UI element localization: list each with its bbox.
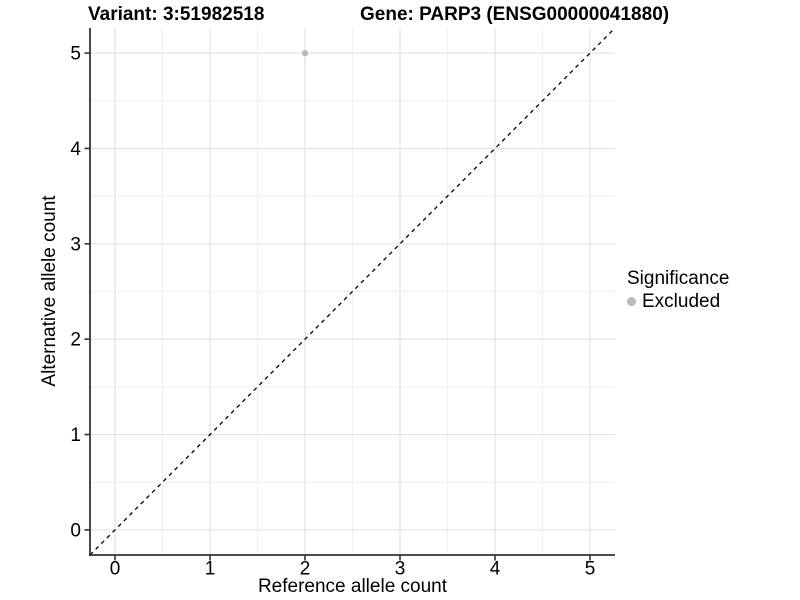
identity-line — [89, 27, 616, 556]
x-tick-label: 4 — [490, 559, 501, 580]
x-tick-label: 2 — [300, 559, 311, 580]
x-axis-title: Reference allele count — [257, 576, 448, 597]
y-tick-label: 5 — [70, 44, 81, 65]
y-axis-title-text: Alternative allele count — [39, 195, 60, 387]
y-tick-label: 1 — [70, 425, 81, 446]
legend-title: Significance — [627, 268, 730, 289]
y-tick-label: 4 — [70, 139, 81, 160]
gene-title: Gene: PARP3 (ENSG00000041880) — [360, 4, 670, 25]
legend-item-label: Excluded — [642, 291, 721, 312]
y-tick-label: 0 — [70, 520, 81, 541]
x-tick-label: 1 — [205, 559, 216, 580]
excluded-marker-icon — [627, 297, 636, 306]
data-point — [301, 49, 309, 57]
y-tick-label: 2 — [70, 330, 81, 351]
x-tick-label: 3 — [395, 559, 406, 580]
y-tick-label: 3 — [70, 234, 81, 255]
legend: Significance Excluded — [627, 267, 729, 313]
x-tick-label: 5 — [585, 559, 596, 580]
variant-title: Variant: 3:51982518 — [88, 4, 265, 25]
x-tick-label: 0 — [110, 559, 121, 580]
legend-item-excluded: Excluded — [627, 290, 729, 313]
